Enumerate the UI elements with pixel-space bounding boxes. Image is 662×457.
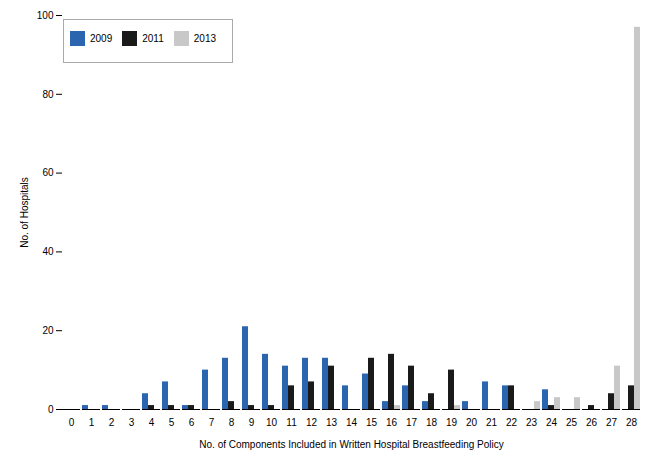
svg-text:100: 100 — [37, 10, 54, 21]
svg-text:7: 7 — [209, 417, 215, 428]
svg-text:27: 27 — [606, 417, 618, 428]
svg-text:19: 19 — [446, 417, 458, 428]
html-text:2011: 2011 — [142, 33, 164, 44]
svg-text:40: 40 — [42, 246, 54, 257]
svg-text:11: 11 — [286, 417, 297, 428]
svg-text:14: 14 — [346, 417, 358, 428]
svg-text:22: 22 — [506, 417, 518, 428]
svg-text:25: 25 — [566, 417, 578, 428]
svg-text:80: 80 — [42, 89, 54, 100]
svg-text:10: 10 — [266, 417, 278, 428]
html-text:2009: 2009 — [90, 33, 113, 44]
svg-text:60: 60 — [42, 167, 54, 178]
svg-text:0: 0 — [48, 404, 54, 415]
svg-text:9: 9 — [249, 417, 255, 428]
svg-text:20: 20 — [42, 325, 54, 336]
svg-text:0: 0 — [69, 417, 75, 428]
svg-text:No. of Hospitals: No. of Hospitals — [19, 177, 30, 248]
html-text:2013: 2013 — [193, 33, 216, 44]
svg-text:No. of Components Included in: No. of Components Included in Written Ho… — [199, 439, 503, 450]
svg-text:5: 5 — [169, 417, 175, 428]
svg-text:15: 15 — [366, 417, 378, 428]
svg-text:21: 21 — [486, 417, 498, 428]
svg-text:20: 20 — [466, 417, 478, 428]
svg-text:13: 13 — [326, 417, 338, 428]
svg-text:4: 4 — [149, 417, 155, 428]
svg-text:26: 26 — [586, 417, 598, 428]
svg-text:1: 1 — [89, 417, 95, 428]
svg-text:12: 12 — [306, 417, 318, 428]
svg-text:2: 2 — [109, 417, 115, 428]
svg-text:8: 8 — [229, 417, 235, 428]
svg-text:16: 16 — [386, 417, 398, 428]
svg-text:28: 28 — [626, 417, 638, 428]
svg-text:17: 17 — [406, 417, 418, 428]
svg-text:3: 3 — [129, 417, 135, 428]
svg-text:18: 18 — [426, 417, 438, 428]
svg-text:6: 6 — [189, 417, 195, 428]
svg-text:23: 23 — [526, 417, 538, 428]
svg-text:24: 24 — [546, 417, 558, 428]
